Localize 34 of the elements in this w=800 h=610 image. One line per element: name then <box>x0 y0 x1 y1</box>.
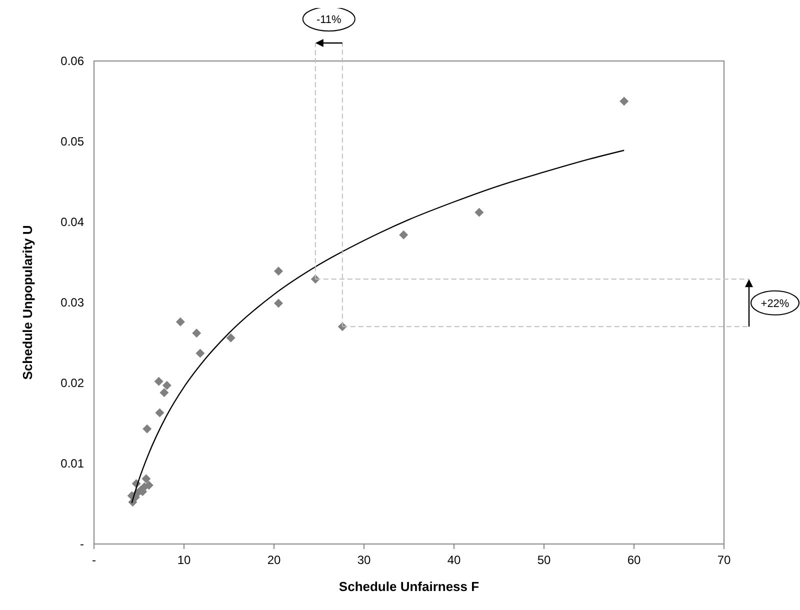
text: -11% <box>316 14 342 26</box>
point <box>399 230 408 240</box>
point <box>620 96 629 106</box>
x-tick-label: 30 <box>357 553 371 567</box>
text: +22% <box>760 298 790 310</box>
y-tick-label: - <box>80 537 84 551</box>
y-tick-label: 0.01 <box>60 456 84 470</box>
point <box>160 388 169 398</box>
point <box>196 348 205 358</box>
point <box>154 376 164 386</box>
point <box>142 424 152 434</box>
point <box>474 208 484 217</box>
x-axis-title: Schedule Unfairness F <box>338 579 480 594</box>
point <box>176 317 185 326</box>
x-tick-label: 10 <box>177 553 191 567</box>
x-tick-label: - <box>92 553 96 567</box>
point <box>142 474 151 484</box>
point <box>226 333 236 342</box>
point <box>155 408 164 418</box>
point <box>192 328 202 338</box>
y-tick-label: 0.02 <box>60 376 84 390</box>
x-tick-label: 50 <box>537 553 551 567</box>
x-tick-label: 60 <box>627 553 641 567</box>
y-tick-label: 0.04 <box>60 215 84 229</box>
y-tick-label: 0.05 <box>60 134 84 148</box>
point <box>274 266 283 276</box>
y-tick-label: 0.03 <box>60 296 84 310</box>
x-tick-label: 20 <box>267 553 281 567</box>
y-axis-title: Schedule Unpopularity U <box>20 225 35 380</box>
x-tick-label: 40 <box>447 553 461 567</box>
point <box>162 380 172 390</box>
x-tick-label: 70 <box>717 553 731 567</box>
point <box>274 298 283 308</box>
y-tick-label: 0.06 <box>60 54 84 68</box>
